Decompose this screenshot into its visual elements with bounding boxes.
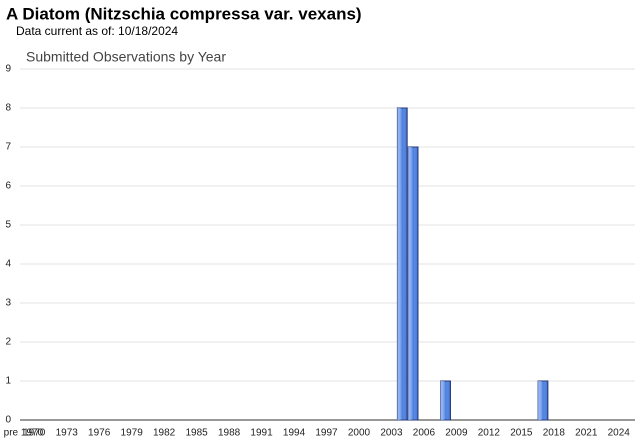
x-tick-label: 2000 [348,428,371,439]
x-tick-label: 2003 [380,428,403,439]
x-tick-label: 1994 [283,428,306,439]
bar-shade [440,381,451,420]
x-tick-label: 1991 [250,428,273,439]
x-tick-label: 1970 [23,428,46,439]
x-tick-label: 2009 [445,428,468,439]
page-title: A Diatom (Nitzschia compressa var. vexan… [6,4,362,23]
x-tick-label: 1973 [56,428,79,439]
x-tick-label: 2021 [575,428,598,439]
x-tick-label: 2006 [413,428,436,439]
x-tick-label: 1985 [185,428,208,439]
x-tick-label: pre 1970 [4,428,44,439]
y-tick-label: 2 [5,337,11,348]
x-tick-label: 2018 [543,428,566,439]
x-tick-label: 1997 [315,428,338,439]
x-tick-label: 1988 [218,428,241,439]
y-tick-label: 8 [5,103,11,114]
y-tick-label: 5 [5,220,11,231]
page-subtitle: Data current as of: 10/18/2024 [16,24,178,38]
y-tick-label: 0 [5,415,11,426]
y-tick-label: 3 [5,298,11,309]
x-tick-label: 1976 [88,428,111,439]
bar-shade [538,381,548,420]
y-tick-label: 9 [5,64,11,75]
y-tick-label: 4 [5,259,11,270]
bar-shade [397,108,408,420]
y-tick-label: 7 [5,142,11,153]
x-tick-label: 1979 [121,428,144,439]
y-tick-label: 1 [5,376,11,387]
y-tick-label: 6 [5,181,11,192]
x-tick-label: 2012 [478,428,501,439]
chart-title: Submitted Observations by Year [26,49,226,65]
x-tick-label: 2024 [608,428,631,439]
bar-shade [408,147,418,420]
x-tick-label: 2015 [510,428,533,439]
x-tick-label: 1982 [153,428,176,439]
